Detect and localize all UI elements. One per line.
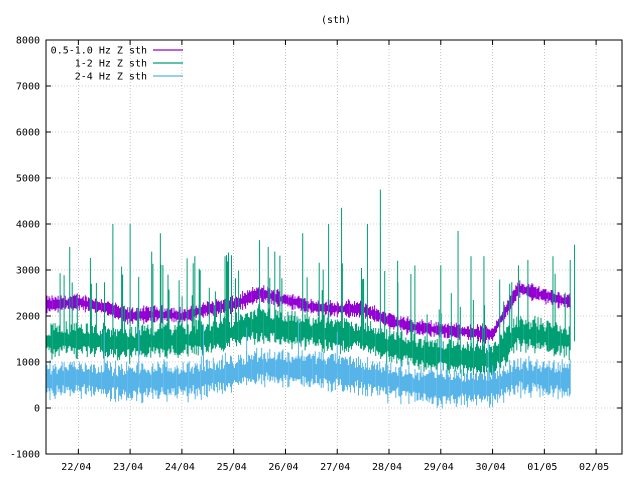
y-tick-label: 8000 — [16, 36, 40, 47]
legend-label: 0.5-1.0 Hz Z sth — [51, 46, 147, 57]
axis-ticks: -1000 0 1000 2000 3000 4000 5000 6000 7000 8000 22… — [10, 36, 622, 473]
x-tick-label: 24/04 — [165, 462, 195, 473]
x-tick-label: 29/04 — [424, 462, 454, 473]
x-tick-label: 27/04 — [320, 462, 350, 473]
legend-label: 2-4 Hz Z sth — [75, 72, 147, 83]
y-tick-label: 0 — [34, 404, 40, 415]
y-tick-label: 3000 — [16, 266, 40, 277]
y-tick-label: 5000 — [16, 174, 40, 185]
x-tick-label: 25/04 — [217, 462, 247, 473]
x-tick-label: 26/04 — [268, 462, 298, 473]
series-2 — [45, 189, 576, 378]
y-tick-label: -1000 — [10, 450, 40, 461]
y-tick-label: 7000 — [16, 82, 40, 93]
y-tick-label: 1000 — [16, 358, 40, 369]
x-tick-label: 02/05 — [579, 462, 609, 473]
series-3 — [45, 318, 571, 409]
y-tick-label: 4000 — [16, 220, 40, 231]
y-tick-label: 6000 — [16, 128, 40, 139]
x-tick-label: 30/04 — [476, 462, 506, 473]
legend-label: 1-2 Hz Z sth — [75, 59, 147, 70]
x-tick-label: 01/05 — [527, 462, 557, 473]
y-tick-label: 2000 — [16, 312, 40, 323]
plot-area — [45, 189, 576, 409]
chart-title: (sth) — [321, 15, 351, 26]
legend: 0.5-1.0 Hz Z sth 1-2 Hz Z sth 2-4 Hz Z sth — [51, 46, 183, 83]
x-tick-label: 23/04 — [113, 462, 143, 473]
plot-frame — [45, 39, 623, 455]
x-tick-label: 28/04 — [372, 462, 402, 473]
x-tick-label: 22/04 — [61, 462, 91, 473]
